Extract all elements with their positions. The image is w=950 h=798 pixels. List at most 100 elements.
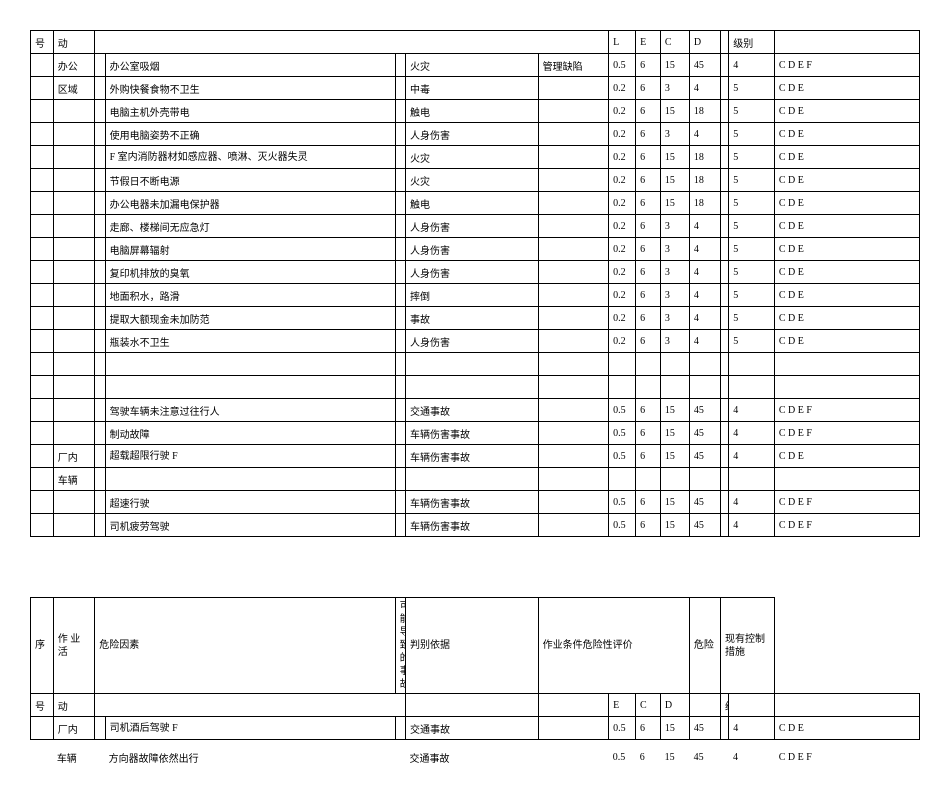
cell: 厂内 bbox=[53, 717, 94, 740]
cell: 火灾 bbox=[406, 146, 539, 169]
cell: C D E bbox=[774, 192, 919, 215]
cell bbox=[636, 468, 661, 491]
cell: 4 bbox=[689, 215, 720, 238]
cell: C D E bbox=[774, 307, 919, 330]
cell bbox=[31, 353, 54, 376]
cell bbox=[538, 307, 608, 330]
cell bbox=[538, 514, 608, 537]
cell bbox=[31, 514, 54, 537]
cell: 3 bbox=[660, 330, 689, 353]
cell: 5 bbox=[729, 77, 775, 100]
spacer bbox=[30, 537, 920, 597]
cell bbox=[395, 192, 405, 215]
cell bbox=[95, 146, 105, 169]
cell bbox=[406, 468, 539, 491]
risk-table-2: 序作 业 活危险因素可能导致的事故判别依据作业条件危险性评价危险现有控制措施号动… bbox=[30, 597, 920, 740]
header-cell: L bbox=[609, 31, 636, 54]
cell: 车辆伤害事故 bbox=[406, 422, 539, 445]
cell: 6 bbox=[636, 54, 661, 77]
cell bbox=[53, 330, 94, 353]
cell bbox=[53, 514, 94, 537]
cell: C D E F bbox=[774, 54, 919, 77]
cell bbox=[729, 353, 775, 376]
cell bbox=[31, 192, 54, 215]
cell: 4 bbox=[729, 717, 775, 740]
cell bbox=[395, 77, 405, 100]
cell bbox=[721, 399, 729, 422]
cell bbox=[395, 491, 405, 514]
cell bbox=[395, 717, 405, 740]
cell: 区域 bbox=[53, 77, 94, 100]
cell bbox=[538, 284, 608, 307]
cell: 0.2 bbox=[609, 77, 636, 100]
cell bbox=[95, 192, 105, 215]
header-cell: 危险因素 bbox=[95, 598, 395, 694]
cell: 6 bbox=[636, 445, 661, 468]
cell bbox=[95, 717, 105, 740]
cell bbox=[53, 399, 94, 422]
cell bbox=[95, 445, 105, 468]
cell: 办公室吸烟 bbox=[105, 54, 395, 77]
cell bbox=[31, 468, 54, 491]
cell bbox=[406, 353, 539, 376]
cell: 3 bbox=[660, 307, 689, 330]
cell: 司机酒后驾驶 F bbox=[105, 717, 395, 740]
cell: 15 bbox=[660, 422, 689, 445]
cell bbox=[689, 468, 720, 491]
header-cell bbox=[721, 31, 729, 54]
cell: C D E bbox=[774, 77, 919, 100]
cell: 0.2 bbox=[609, 169, 636, 192]
risk-table-1: 号动LECD级别办公办公室吸烟火灾管理缺陷0.5615454C D E F区域外… bbox=[30, 30, 920, 537]
cell: C D E bbox=[774, 330, 919, 353]
cell bbox=[53, 284, 94, 307]
cell: 触电 bbox=[406, 192, 539, 215]
cell: 6 bbox=[636, 746, 661, 768]
cell bbox=[720, 717, 728, 740]
cell bbox=[395, 399, 405, 422]
header-cell bbox=[95, 31, 609, 54]
cell: 15 bbox=[660, 717, 689, 740]
cell bbox=[538, 746, 609, 768]
header-cell bbox=[689, 694, 720, 717]
cell bbox=[395, 376, 405, 399]
cell bbox=[395, 445, 405, 468]
cell bbox=[95, 123, 105, 146]
cell bbox=[538, 376, 608, 399]
cell: 5 bbox=[729, 238, 775, 261]
header-cell bbox=[774, 31, 919, 54]
cell bbox=[105, 468, 395, 491]
cell: 6 bbox=[636, 330, 661, 353]
cell: 0.2 bbox=[609, 123, 636, 146]
cell bbox=[53, 123, 94, 146]
header-cell: 判别依据 bbox=[406, 598, 539, 694]
cell: 15 bbox=[660, 100, 689, 123]
cell bbox=[95, 422, 105, 445]
cell: 火灾 bbox=[406, 169, 539, 192]
header-cell: 级别 bbox=[729, 31, 775, 54]
cell bbox=[721, 192, 729, 215]
cell bbox=[689, 353, 720, 376]
header-cell: 作业条件危险性评价 bbox=[538, 598, 689, 694]
cell: 4 bbox=[729, 514, 775, 537]
cell bbox=[53, 215, 94, 238]
cell: 45 bbox=[689, 54, 720, 77]
cell bbox=[95, 261, 105, 284]
cell: 车辆伤害事故 bbox=[406, 491, 539, 514]
header-cell bbox=[729, 694, 775, 717]
cell bbox=[31, 54, 54, 77]
cell bbox=[538, 330, 608, 353]
cell bbox=[95, 468, 105, 491]
cell: 人身伤害 bbox=[406, 261, 539, 284]
cell: 4 bbox=[689, 238, 720, 261]
cell: 0.5 bbox=[609, 491, 636, 514]
cell: C D E F bbox=[775, 746, 920, 768]
cell bbox=[721, 284, 729, 307]
cell: 0.2 bbox=[609, 100, 636, 123]
cell bbox=[721, 514, 729, 537]
cell bbox=[721, 215, 729, 238]
cell bbox=[721, 146, 729, 169]
cell bbox=[395, 169, 405, 192]
cell bbox=[53, 376, 94, 399]
cell bbox=[395, 284, 405, 307]
cell: 6 bbox=[636, 100, 661, 123]
